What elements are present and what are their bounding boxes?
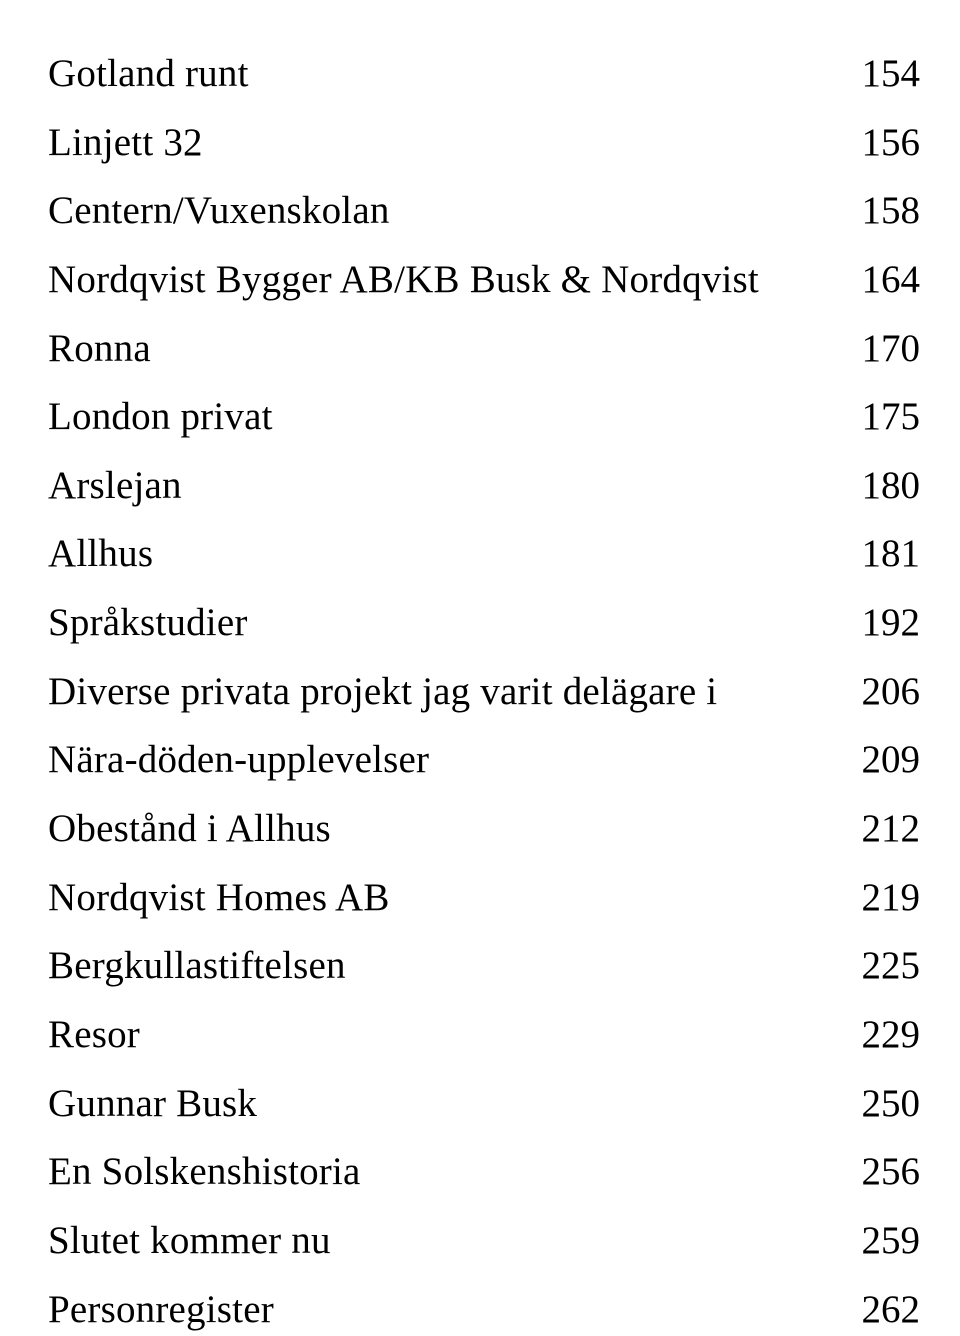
toc-title: Diverse privata projekt jag varit deläga… xyxy=(48,666,717,719)
toc-row: Nordqvist Bygger AB/KB Busk & Nordqvist … xyxy=(48,254,920,307)
toc-row: Gunnar Busk 250 xyxy=(48,1078,920,1131)
toc-row: Nära-döden-upplevelser 209 xyxy=(48,734,920,787)
toc-page: 206 xyxy=(830,666,920,719)
toc-title: En Solskenshistoria xyxy=(48,1146,361,1199)
toc-title: Språkstudier xyxy=(48,597,248,650)
toc-row: Personregister 262 xyxy=(48,1284,920,1336)
toc-page: 170 xyxy=(830,323,920,376)
toc-page: 262 xyxy=(830,1284,920,1336)
toc-page: 154 xyxy=(830,48,920,101)
toc-page: 158 xyxy=(830,185,920,238)
toc-title: Personregister xyxy=(48,1284,274,1336)
toc-title: Obestånd i Allhus xyxy=(48,803,331,856)
toc-title: Arslejan xyxy=(48,460,182,513)
table-of-contents: Gotland runt 154 Linjett 32 156 Centern/… xyxy=(48,48,920,1336)
toc-page: 229 xyxy=(830,1009,920,1062)
toc-row: Resor 229 xyxy=(48,1009,920,1062)
toc-title: Gotland runt xyxy=(48,48,249,101)
toc-row: Gotland runt 154 xyxy=(48,48,920,101)
toc-row: Arslejan 180 xyxy=(48,460,920,513)
toc-title: Nordqvist Homes AB xyxy=(48,872,390,925)
toc-title: Centern/Vuxenskolan xyxy=(48,185,390,238)
toc-page: 164 xyxy=(830,254,920,307)
toc-title: Gunnar Busk xyxy=(48,1078,257,1131)
toc-page: 209 xyxy=(830,734,920,787)
toc-row: Diverse privata projekt jag varit deläga… xyxy=(48,666,920,719)
toc-row: Obestånd i Allhus 212 xyxy=(48,803,920,856)
toc-page: 225 xyxy=(830,940,920,993)
toc-title: Bergkullastiftelsen xyxy=(48,940,346,993)
toc-title: Linjett 32 xyxy=(48,117,203,170)
toc-row: Ronna 170 xyxy=(48,323,920,376)
toc-page: 175 xyxy=(830,391,920,444)
toc-row: London privat 175 xyxy=(48,391,920,444)
toc-row: Bergkullastiftelsen 225 xyxy=(48,940,920,993)
toc-row: Nordqvist Homes AB 219 xyxy=(48,872,920,925)
toc-page: 256 xyxy=(830,1146,920,1199)
toc-row: Centern/Vuxenskolan 158 xyxy=(48,185,920,238)
toc-row: Linjett 32 156 xyxy=(48,117,920,170)
toc-page: 250 xyxy=(830,1078,920,1131)
toc-page: 259 xyxy=(830,1215,920,1268)
toc-page: 180 xyxy=(830,460,920,513)
toc-page: 219 xyxy=(830,872,920,925)
toc-title: Ronna xyxy=(48,323,151,376)
toc-title: Nära-döden-upplevelser xyxy=(48,734,429,787)
toc-page: 192 xyxy=(830,597,920,650)
toc-row: Slutet kommer nu 259 xyxy=(48,1215,920,1268)
toc-row: Allhus 181 xyxy=(48,528,920,581)
toc-title: London privat xyxy=(48,391,273,444)
toc-row: En Solskenshistoria 256 xyxy=(48,1146,920,1199)
toc-page: 156 xyxy=(830,117,920,170)
toc-row: Språkstudier 192 xyxy=(48,597,920,650)
toc-title: Allhus xyxy=(48,528,153,581)
toc-page: 181 xyxy=(830,528,920,581)
toc-title: Resor xyxy=(48,1009,140,1062)
toc-title: Slutet kommer nu xyxy=(48,1215,331,1268)
toc-page: 212 xyxy=(830,803,920,856)
toc-title: Nordqvist Bygger AB/KB Busk & Nordqvist xyxy=(48,254,759,307)
